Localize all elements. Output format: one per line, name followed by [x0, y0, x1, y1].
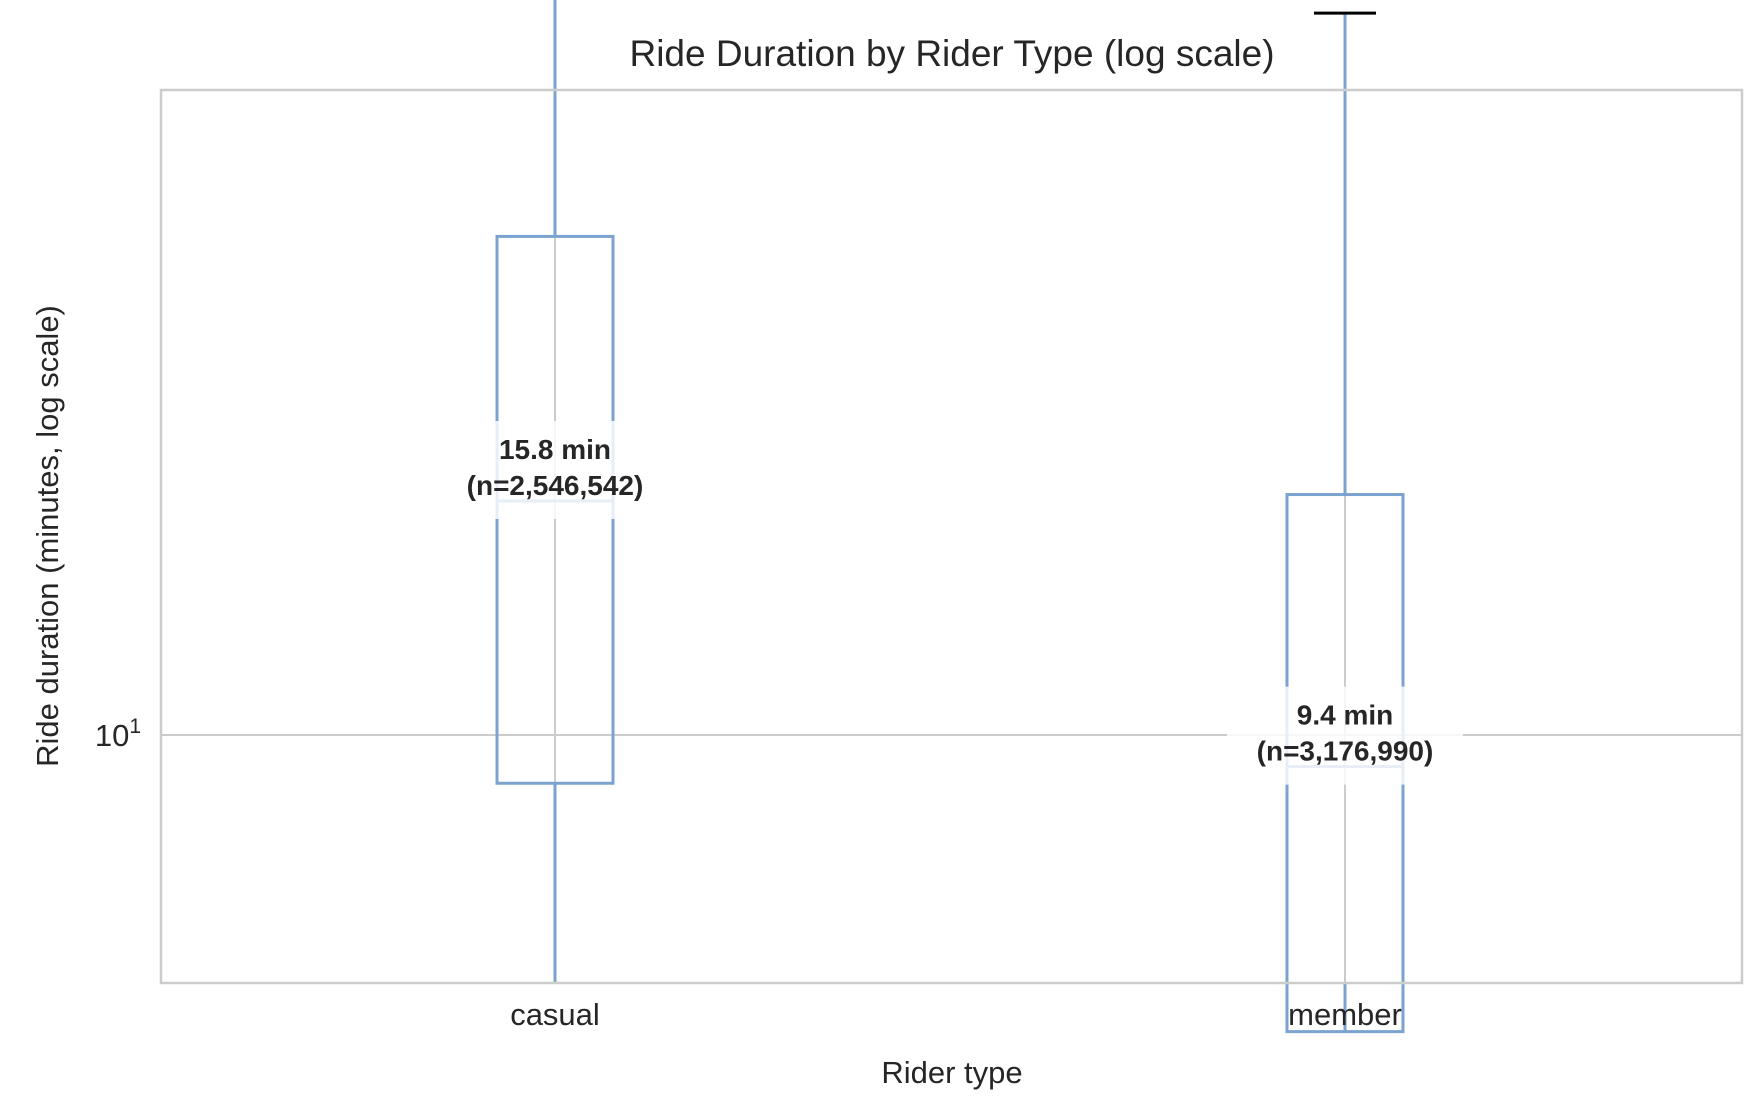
- median-annotation-member: 9.4 min (n=3,176,990): [1227, 686, 1463, 785]
- y-tick-label: 101: [95, 715, 141, 753]
- median-annotation-casual: 15.8 min (n=2,546,542): [437, 420, 673, 519]
- annotation-median-text-member: 9.4 min: [1297, 700, 1393, 731]
- x-axis-label: Rider type: [881, 1055, 1022, 1090]
- annotation-background-member: [1227, 686, 1463, 785]
- x-tick-layer: casual member: [510, 997, 1402, 1032]
- plot-frame: [159, 88, 1744, 985]
- chart-title: Ride Duration by Rider Type (log scale): [629, 33, 1274, 74]
- annotation-count-text-member: (n=3,176,990): [1257, 736, 1434, 767]
- grid-layer: [161, 90, 1742, 983]
- annotation-layer: 15.8 min (n=2,546,542) 9.4 min (n=3,176,990…: [437, 420, 1463, 785]
- annotation-median-text-casual: 15.8 min: [499, 434, 611, 465]
- y-tick-layer: 101: [95, 715, 141, 753]
- x-tick-label-member: member: [1288, 997, 1402, 1032]
- y-axis-label: Ride duration (minutes, log scale): [30, 305, 65, 767]
- x-tick-label-casual: casual: [510, 997, 600, 1032]
- annotation-count-text-casual: (n=2,546,542): [467, 470, 644, 501]
- annotation-background-casual: [437, 420, 673, 519]
